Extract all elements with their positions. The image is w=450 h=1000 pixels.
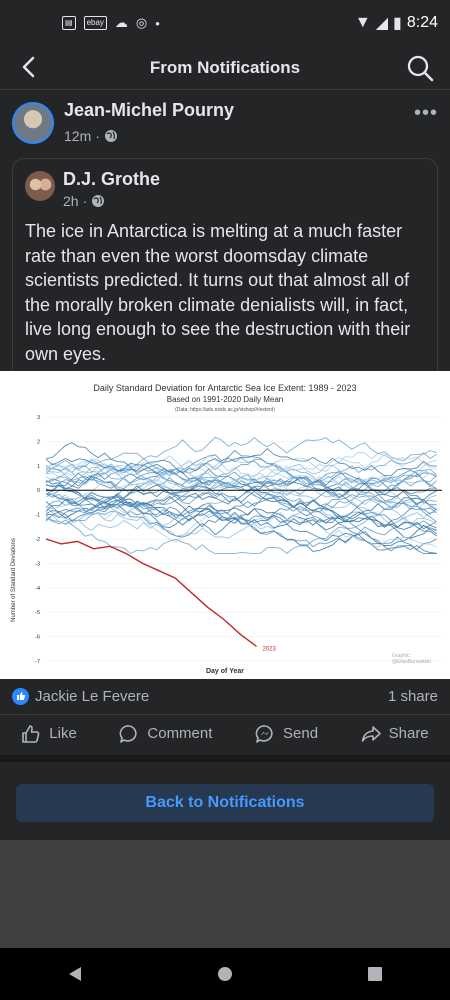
post-time[interactable]: 12m <box>64 128 92 144</box>
send-button[interactable]: Send <box>255 724 318 744</box>
chart-credit: Graphic: @EliasBorowitzki <box>392 653 431 665</box>
search-icon[interactable] <box>406 54 434 82</box>
series-2023-line <box>45 538 257 647</box>
reactor-name[interactable]: Jackie Le Fevere <box>35 687 150 705</box>
background-series-line <box>45 447 437 477</box>
post: Jean-Michel Pourny 12m · ••• D.J. Grothe… <box>0 90 450 755</box>
back-to-notifications-button[interactable]: Back to Notifications <box>16 784 434 822</box>
like-label: Like <box>49 725 77 742</box>
post-actions: Like Comment Send Share <box>0 714 450 752</box>
system-icons: ▼ ◢ ▮ 8:24 <box>355 13 438 33</box>
signal-icon: ◢ <box>375 15 389 32</box>
shared-author-avatar[interactable] <box>25 171 55 201</box>
more-options-icon[interactable]: ••• <box>413 102 438 124</box>
messenger-icon <box>255 724 273 743</box>
chrome-icon: ◎ <box>135 15 148 30</box>
chart-note: (Data: https://ads.nsidc.ac.jp/vishop/#/… <box>175 407 275 413</box>
like-icon <box>22 724 40 743</box>
y-tick-label: -2 <box>35 537 40 543</box>
back-arrow-icon[interactable] <box>18 55 42 79</box>
chart-x-axis-label: Day of Year <box>205 668 244 675</box>
chart-title: Daily Standard Deviation for Antarctic S… <box>93 383 357 393</box>
y-tick-label: 2 <box>37 439 40 445</box>
like-reaction-icon[interactable] <box>12 687 29 705</box>
shared-post-card[interactable]: D.J. Grothe 2h · The ice in Antarctica i… <box>12 158 438 373</box>
nav-recents-icon[interactable] <box>366 965 384 983</box>
background-series-line <box>45 478 437 515</box>
wifi-icon: ▼ <box>354 14 371 31</box>
y-tick-label: -5 <box>35 610 40 616</box>
background-series-line <box>45 471 437 523</box>
series-2023-label: 2023 <box>262 646 276 652</box>
chart-plot: 3 2 1 0 -1 -2 -3 -4 -5 -6 -7 2023 <box>35 415 442 665</box>
y-tick-label: -1 <box>35 513 40 519</box>
shared-post-meta: 2h · <box>63 193 105 209</box>
post-author-row: Jean-Michel Pourny 12m · ••• <box>12 100 438 150</box>
send-label: Send <box>283 725 319 742</box>
page-title: From Notifications <box>149 57 301 77</box>
mail-box-icon: ▤ <box>62 16 76 30</box>
background-series-line <box>45 449 437 521</box>
background-series-line <box>45 475 437 530</box>
y-tick-label: -7 <box>35 659 40 665</box>
chart-subtitle: Based on 1991-2020 Daily Mean <box>166 395 284 404</box>
nav-back-icon[interactable] <box>66 965 84 983</box>
nav-home-icon[interactable] <box>216 965 234 983</box>
back-to-notifications-area: Back to Notifications <box>0 762 450 840</box>
post-text: The ice in Antarctica is melting at a mu… <box>25 221 411 364</box>
like-button[interactable]: Like <box>21 724 77 744</box>
comment-label: Comment <box>147 725 213 742</box>
post-meta: 12m · <box>64 128 118 144</box>
globe-icon <box>104 130 117 142</box>
background-series-line <box>45 487 437 522</box>
cloud-icon: ☁ <box>114 15 128 30</box>
background-series-line <box>45 457 437 485</box>
background-series-line <box>45 474 437 526</box>
y-tick-label: -4 <box>35 586 40 592</box>
post-author-name[interactable]: Jean-Michel Pourny <box>64 100 235 120</box>
chart-image[interactable]: 3 2 1 0 -1 -2 -3 -4 -5 -6 -7 2023 Daily Standard De… <box>0 371 450 679</box>
top-header: From Notifications <box>0 46 450 90</box>
shared-author-name[interactable]: D.J. Grothe <box>63 169 161 189</box>
chart-y-axis-label: Number of Standard Deviations <box>11 538 17 622</box>
comment-button[interactable]: Comment <box>119 724 212 744</box>
globe-icon <box>92 195 105 207</box>
y-tick-label: 0 <box>37 488 40 494</box>
y-tick-label: -3 <box>35 561 40 567</box>
notification-icons: ▤ ebay ☁ ◎ • <box>62 15 160 31</box>
battery-icon: ▮ <box>393 15 402 32</box>
background-series-line <box>45 454 437 511</box>
background-series-line <box>45 504 437 554</box>
y-tick-label: -6 <box>35 635 40 641</box>
background-series-line <box>45 453 437 500</box>
android-nav-bar <box>0 948 450 1000</box>
share-label: Share <box>388 725 429 742</box>
background-series-line <box>45 509 437 548</box>
clock: 8:24 <box>406 14 438 31</box>
comment-icon <box>119 724 138 743</box>
shared-post-time[interactable]: 2h <box>63 193 79 209</box>
background-series-line <box>45 436 437 481</box>
share-count[interactable]: 1 share <box>387 687 438 705</box>
ebay-icon: ebay <box>83 16 107 30</box>
y-tick-label: 3 <box>37 415 40 421</box>
share-button[interactable]: Share <box>361 724 429 744</box>
empty-area <box>0 840 450 948</box>
background-series-line <box>45 458 437 496</box>
author-avatar[interactable] <box>12 102 54 144</box>
status-bar: ▤ ebay ☁ ◎ • ▼ ◢ ▮ 8:24 <box>0 0 450 46</box>
y-tick-label: 1 <box>37 464 40 470</box>
share-icon <box>361 725 381 742</box>
dot-icon: • <box>155 15 160 31</box>
reaction-row: Jackie Le Fevere 1 share <box>12 684 438 708</box>
